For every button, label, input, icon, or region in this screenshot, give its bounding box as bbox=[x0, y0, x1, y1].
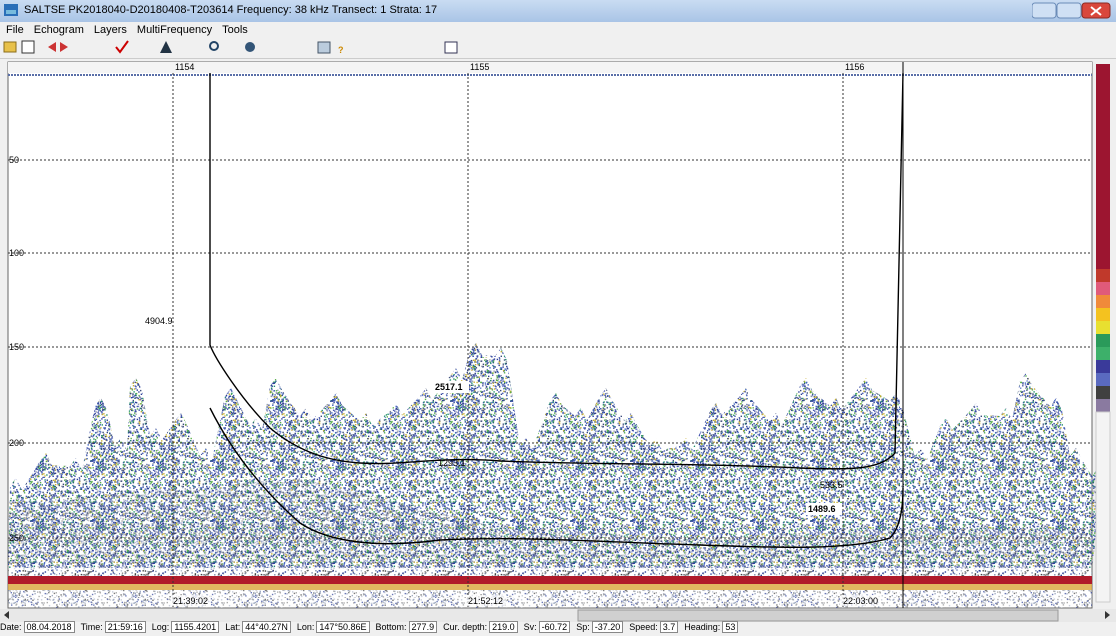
check-btn[interactable] bbox=[116, 41, 128, 52]
status-value: 1155.4201 bbox=[171, 621, 219, 633]
status-label: Sp: bbox=[576, 622, 590, 632]
annotation: 4904.9 bbox=[145, 316, 173, 326]
app-icon bbox=[4, 4, 20, 18]
annotation: 1293.1 bbox=[438, 458, 466, 468]
scroll-thumb[interactable] bbox=[578, 610, 1058, 621]
status-value: 21:59:16 bbox=[105, 621, 146, 633]
status-label: Time: bbox=[81, 622, 103, 632]
zoom-btn[interactable] bbox=[210, 42, 218, 50]
menu-item[interactable]: Layers bbox=[94, 24, 127, 36]
status-value: 53 bbox=[722, 621, 738, 633]
menu-item[interactable]: Echogram bbox=[34, 24, 84, 36]
view-btn[interactable] bbox=[22, 41, 34, 53]
status-label: Sv: bbox=[524, 622, 537, 632]
status-label: Heading: bbox=[684, 622, 720, 632]
fwd-btn[interactable] bbox=[60, 42, 68, 52]
menu-item[interactable]: Tools bbox=[222, 24, 248, 36]
status-bar: Date:08.04.2018 Time:21:59:16 Log:1155.420… bbox=[0, 622, 1116, 636]
status-label: Lat: bbox=[225, 622, 240, 632]
app: SALTSE PK2018040-D20180408-T203614 Frequ… bbox=[0, 0, 1116, 636]
menu-item[interactable]: File bbox=[6, 24, 24, 36]
depth-label: 150 bbox=[9, 342, 24, 352]
status-value: 3.7 bbox=[660, 621, 679, 633]
depth-label: 200 bbox=[9, 438, 24, 448]
menu-bar: File Echogram Layers MultiFrequency Tools bbox=[0, 22, 1116, 38]
annotation: 2517.1 bbox=[435, 382, 463, 392]
a-btn[interactable] bbox=[160, 41, 172, 53]
time-label: 21:52:12 bbox=[468, 596, 503, 606]
status-value: 08.04.2018 bbox=[24, 621, 75, 633]
open-btn[interactable] bbox=[4, 42, 16, 52]
toolbar-icons: ? bbox=[0, 38, 500, 58]
menu-item[interactable]: MultiFrequency bbox=[137, 24, 212, 36]
window-title: SALTSE PK2018040-D20180408-T203614 Frequ… bbox=[24, 4, 437, 16]
annotation: 1489.6 bbox=[808, 504, 836, 514]
back-btn[interactable] bbox=[48, 42, 56, 52]
echogram: 1154 1155 1156 50 100 150 200 250 4904.9 2517.1 1… bbox=[0, 58, 1116, 622]
status-label: Bottom: bbox=[376, 622, 407, 632]
maximize[interactable] bbox=[1057, 3, 1081, 18]
time-label: 22:03:00 bbox=[843, 596, 878, 606]
log-label: 1154 bbox=[175, 62, 194, 72]
toolbar: ? bbox=[0, 38, 1116, 59]
status-value: 277.9 bbox=[409, 621, 438, 633]
status-label: Cur. depth: bbox=[443, 622, 487, 632]
window-buttons bbox=[1032, 2, 1112, 20]
status-value: 147°50.86E bbox=[316, 621, 369, 633]
depth-label: 250 bbox=[9, 533, 24, 543]
status-value: -60.72 bbox=[539, 621, 571, 633]
log-label: 1156 bbox=[845, 62, 864, 72]
status-value: -37.20 bbox=[592, 621, 624, 633]
status-label: Lon: bbox=[297, 622, 315, 632]
grid-btn[interactable] bbox=[445, 42, 457, 53]
minimize[interactable] bbox=[1032, 3, 1056, 18]
chart-btn[interactable] bbox=[318, 42, 330, 53]
title-bar: SALTSE PK2018040-D20180408-T203614 Frequ… bbox=[0, 0, 1116, 22]
help-btn[interactable]: ? bbox=[338, 45, 344, 55]
depth-label: 50 bbox=[9, 155, 19, 165]
status-label: Date: bbox=[0, 622, 22, 632]
status-label: Log: bbox=[152, 622, 170, 632]
color-scale bbox=[1096, 64, 1110, 602]
time-label: 21:39:02 bbox=[173, 596, 208, 606]
globe-btn[interactable] bbox=[245, 42, 255, 52]
status-label: Speed: bbox=[629, 622, 658, 632]
log-label: 1155 bbox=[470, 62, 489, 72]
depth-label: 100 bbox=[9, 248, 24, 258]
status-value: 44°40.27N bbox=[242, 621, 291, 633]
annotation: 533.5 bbox=[820, 480, 843, 490]
status-value: 219.0 bbox=[489, 621, 518, 633]
